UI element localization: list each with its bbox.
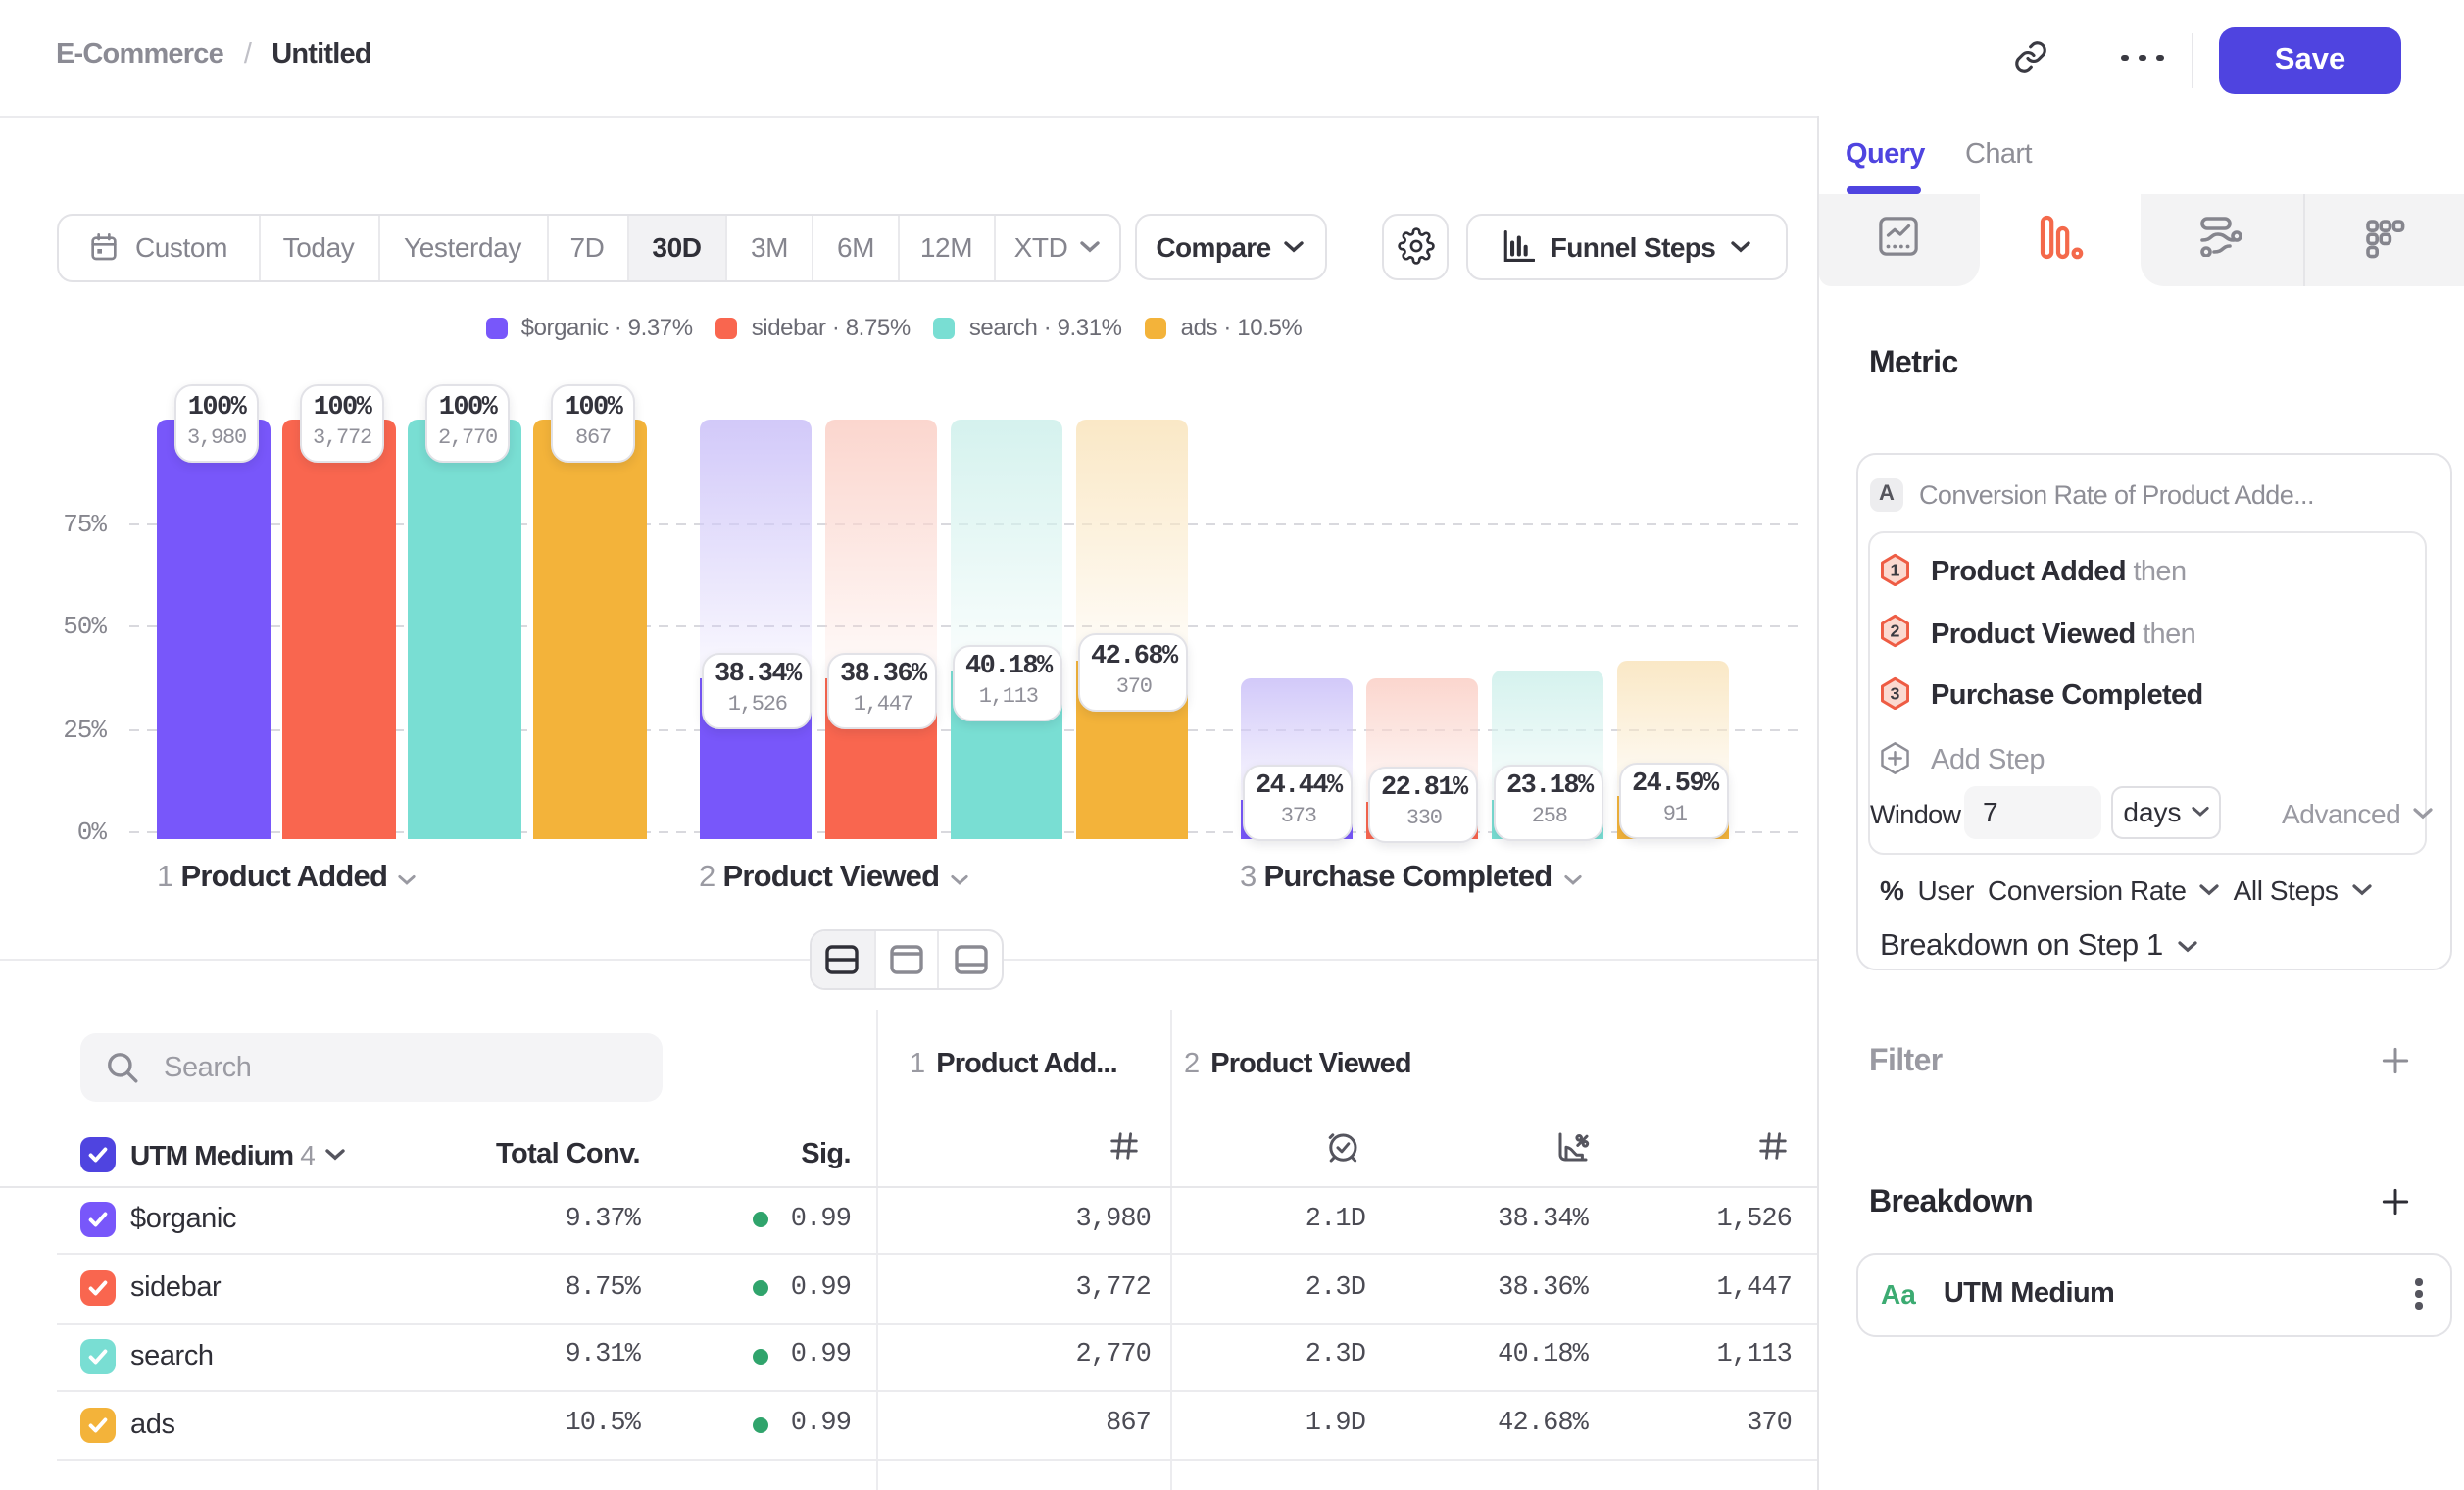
svg-text:3: 3 (1890, 683, 1899, 703)
svg-text:2: 2 (1890, 621, 1899, 641)
svg-text:1: 1 (1890, 560, 1899, 579)
